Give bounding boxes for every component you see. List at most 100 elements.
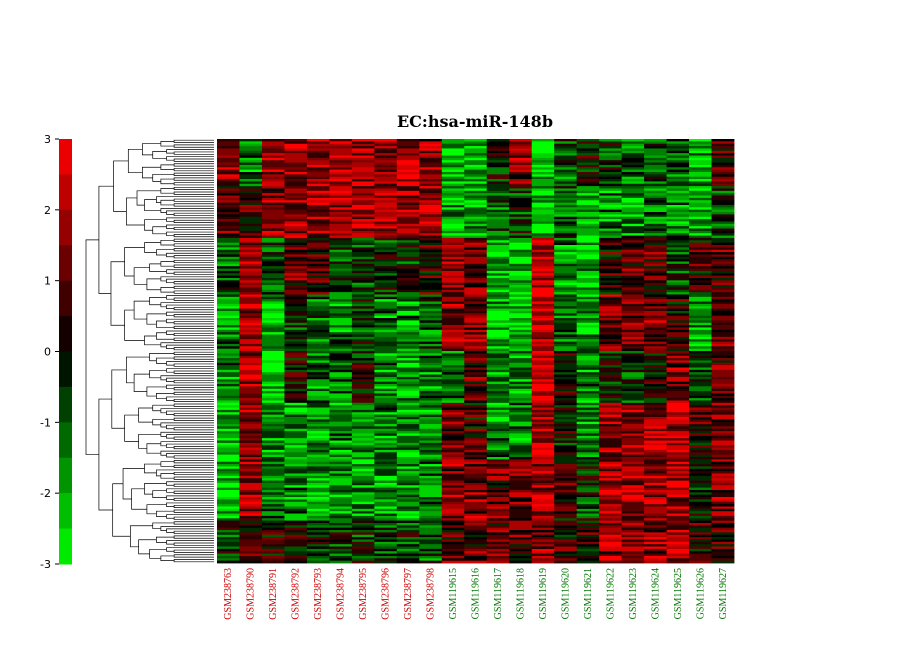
heatmap-cell (396, 275, 420, 279)
heatmap-cell (306, 341, 330, 345)
heatmap-cell (666, 438, 690, 441)
heatmap-cell (419, 551, 443, 554)
heatmap-cell (351, 216, 375, 220)
heatmap-cell (261, 193, 285, 196)
heatmap-cell (486, 235, 510, 239)
heatmap-cell (554, 325, 578, 328)
heatmap-cell (666, 169, 690, 173)
heatmap-cell (486, 388, 510, 392)
heatmap-cell (576, 226, 600, 229)
heatmap-cell (284, 445, 308, 448)
heatmap-cell (711, 277, 735, 281)
heatmap-cell (689, 275, 712, 279)
heatmap-cell (666, 391, 690, 394)
heatmap-cell (486, 247, 510, 251)
heatmap-cell (351, 164, 375, 168)
heatmap-cell (374, 365, 398, 368)
heatmap-cell (261, 285, 285, 288)
heatmap-cell (261, 197, 285, 201)
heatmap-cell (531, 301, 555, 305)
heatmap-cell (374, 419, 398, 423)
heatmap-cell (599, 398, 623, 401)
heatmap-cell (261, 228, 285, 232)
heatmap-cell (306, 167, 330, 171)
heatmap-cell (711, 511, 735, 514)
heatmap-cell (329, 183, 353, 187)
heatmap-cell (599, 310, 623, 314)
heatmap-cell (576, 263, 600, 267)
heatmap-cell (217, 214, 240, 218)
heatmap-cell (486, 292, 510, 295)
heatmap-cell (396, 480, 420, 484)
heatmap-cell (711, 541, 735, 545)
heatmap-cell (531, 440, 555, 444)
heatmap-cell (621, 318, 645, 321)
heatmap-cell (509, 155, 533, 159)
heatmap-cell (509, 188, 533, 192)
heatmap-cell (419, 289, 443, 293)
heatmap-cell (621, 381, 645, 385)
heatmap-cell (689, 374, 712, 378)
heatmap-cell (396, 369, 420, 373)
heatmap-cell (689, 518, 712, 521)
heatmap-cell (374, 534, 398, 538)
heatmap-cell (554, 454, 578, 458)
heatmap-cell (306, 226, 330, 229)
heatmap-cell (374, 402, 398, 406)
heatmap-cell (351, 221, 375, 225)
heatmap-cell (509, 296, 533, 300)
heatmap-cell (621, 329, 645, 333)
heatmap-cell (486, 478, 510, 481)
heatmap-cell (351, 169, 375, 173)
heatmap-cell (329, 315, 353, 319)
heatmap-cell (621, 237, 645, 241)
heatmap-cell (711, 348, 735, 352)
heatmap-cell (554, 412, 578, 415)
heatmap-cell (689, 150, 712, 154)
heatmap-cell (419, 414, 443, 418)
heatmap-cell (599, 150, 623, 154)
heatmap-cell (666, 445, 690, 448)
heatmap-cell (374, 426, 398, 430)
heatmap-cell (217, 277, 240, 281)
heatmap-cell (599, 435, 623, 439)
heatmap-cell (217, 534, 240, 538)
heatmap-cell (261, 270, 285, 274)
dendrogram-branch (166, 311, 214, 317)
heatmap-cell (217, 548, 240, 552)
heatmap-cell (666, 346, 690, 350)
heatmap-cell (441, 551, 465, 554)
heatmap-cell (711, 268, 735, 272)
heatmap-cell (486, 438, 510, 441)
heatmap-cell (284, 489, 308, 493)
heatmap-cell (509, 527, 533, 531)
heatmap-cell (351, 310, 375, 314)
heatmap-cell (509, 242, 533, 246)
heatmap-cell (711, 412, 735, 415)
heatmap-cell (239, 254, 263, 258)
heatmap-cell (306, 504, 330, 507)
heatmap-cell (441, 553, 465, 557)
heatmap-cell (689, 466, 712, 470)
heatmap-cell (666, 376, 690, 380)
heatmap-cell (441, 169, 465, 173)
heatmap-cell (554, 473, 578, 477)
heatmap-cell (464, 447, 488, 451)
heatmap-cell (554, 424, 578, 427)
heatmap-cell (576, 299, 600, 302)
heatmap-cell (531, 233, 555, 236)
heatmap-cell (441, 190, 465, 194)
heatmap-cell (261, 261, 285, 265)
heatmap-cell (351, 534, 375, 538)
dendrogram-branch (156, 332, 175, 340)
heatmap-cell (351, 256, 375, 260)
heatmap-cell (239, 183, 263, 187)
heatmap-cell (464, 416, 488, 420)
heatmap-cell (329, 360, 353, 364)
heatmap-cell (509, 537, 533, 540)
heatmap-cell (599, 346, 623, 350)
heatmap-cell (599, 322, 623, 326)
heatmap-cell (441, 277, 465, 281)
heatmap-cell (374, 386, 398, 390)
heatmap-cell (689, 355, 712, 359)
